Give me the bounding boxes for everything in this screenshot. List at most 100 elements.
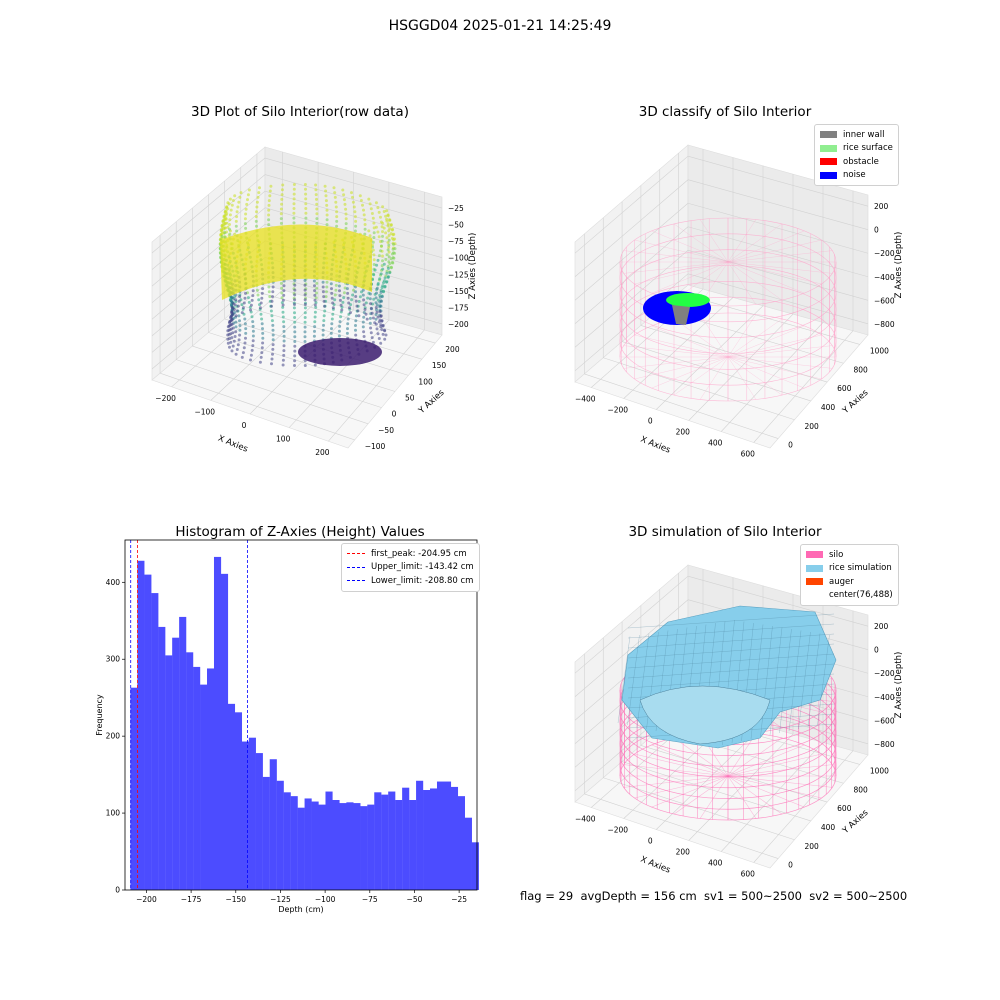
data-point <box>369 306 373 310</box>
data-point <box>230 349 234 353</box>
grid-line <box>687 226 869 278</box>
data-point <box>251 289 255 293</box>
x-tick-label: 0 <box>648 417 653 426</box>
data-point <box>358 194 362 198</box>
data-point <box>390 252 394 256</box>
data-point <box>315 286 319 290</box>
data-point <box>375 286 379 290</box>
silo-spoke <box>727 753 822 777</box>
histogram-bar <box>165 655 173 890</box>
data-point <box>362 335 366 338</box>
grid-line <box>159 372 355 441</box>
histogram-bar <box>353 803 361 890</box>
data-point <box>293 298 297 302</box>
data-point <box>221 225 224 229</box>
data-point <box>353 215 357 219</box>
data-point <box>251 334 255 338</box>
data-point <box>254 219 258 223</box>
data-point <box>304 197 308 201</box>
histogram-panel: −200 −175 −150 −125 −100 −75 −50 −25 0 100 200 300 4… <box>95 539 479 914</box>
grid-line <box>574 250 689 348</box>
data-point <box>281 183 285 187</box>
simulation-legend: silo rice simulation auger center(76,488… <box>800 544 899 606</box>
data-point <box>251 344 255 348</box>
data-point <box>357 300 361 303</box>
silo-spoke <box>634 356 729 380</box>
data-point <box>378 310 382 314</box>
silo-spoke <box>727 261 805 294</box>
mesh-line <box>779 628 792 734</box>
data-point <box>322 323 325 327</box>
y-tick-label: 400 <box>106 578 121 587</box>
y-tick-label: −100 <box>365 442 386 451</box>
data-point <box>362 298 366 302</box>
data-point <box>235 229 239 233</box>
data-point <box>352 205 356 209</box>
data-point <box>314 301 318 305</box>
data-point <box>315 207 319 211</box>
x-tick-label: 400 <box>708 439 723 448</box>
data-point <box>356 309 360 313</box>
data-point <box>282 334 286 338</box>
data-point <box>389 266 393 270</box>
histogram-bar <box>360 806 368 890</box>
silo-spoke <box>727 775 805 808</box>
histogram-bar <box>430 788 438 890</box>
data-point <box>237 299 241 303</box>
data-point <box>238 333 242 337</box>
data-point <box>357 314 361 318</box>
histogram-bar <box>423 790 431 890</box>
silo-spoke <box>651 744 729 777</box>
histogram-bar <box>471 842 479 890</box>
histogram-bar <box>255 753 263 890</box>
silo-spoke <box>727 334 822 358</box>
data-point <box>337 334 341 338</box>
data-point <box>304 202 308 206</box>
data-point <box>351 195 354 199</box>
data-point <box>281 303 285 307</box>
x-tick-label: −25 <box>451 895 467 904</box>
data-point <box>376 282 380 285</box>
legend-label: rice surface <box>843 143 893 154</box>
data-point <box>372 236 376 239</box>
data-point <box>325 208 329 212</box>
grid-line <box>151 174 266 270</box>
data-point <box>267 208 271 212</box>
data-point <box>282 329 286 333</box>
silo-spoke <box>727 356 833 369</box>
data-point <box>368 202 372 206</box>
data-point <box>314 193 318 197</box>
data-point <box>377 235 381 239</box>
data-point <box>271 333 275 337</box>
data-point <box>361 293 365 297</box>
data-point <box>279 207 283 211</box>
legend-label: inner wall <box>843 129 885 140</box>
data-point <box>233 194 237 198</box>
data-point <box>303 330 307 334</box>
silo-spoke <box>727 318 783 358</box>
data-point <box>369 302 373 306</box>
histogram-bar <box>457 796 465 890</box>
data-point <box>382 281 385 285</box>
data-point <box>234 298 238 302</box>
data-point <box>381 332 385 336</box>
data-point <box>279 221 283 225</box>
data-point <box>379 249 382 253</box>
z-tick-label: −200 <box>874 249 895 258</box>
data-point <box>381 205 385 209</box>
grid-line <box>721 322 824 432</box>
grid-line <box>656 725 764 830</box>
data-point <box>303 325 307 329</box>
data-point <box>330 327 333 331</box>
silo-spoke <box>699 314 729 358</box>
histogram-bar <box>200 684 208 890</box>
data-point <box>375 308 378 312</box>
y-tick-label: 200 <box>805 422 820 431</box>
classify-3d-panel: −400 −200 0 200 400 600 0 200 400 600 800 1000 200 0 −… <box>574 144 904 459</box>
x-tick-label: 400 <box>708 859 723 868</box>
data-point <box>348 311 352 315</box>
data-point <box>373 268 377 272</box>
data-point <box>292 202 296 206</box>
y-tick-label: 100 <box>106 809 121 818</box>
z-tick-label: −25 <box>448 204 464 213</box>
